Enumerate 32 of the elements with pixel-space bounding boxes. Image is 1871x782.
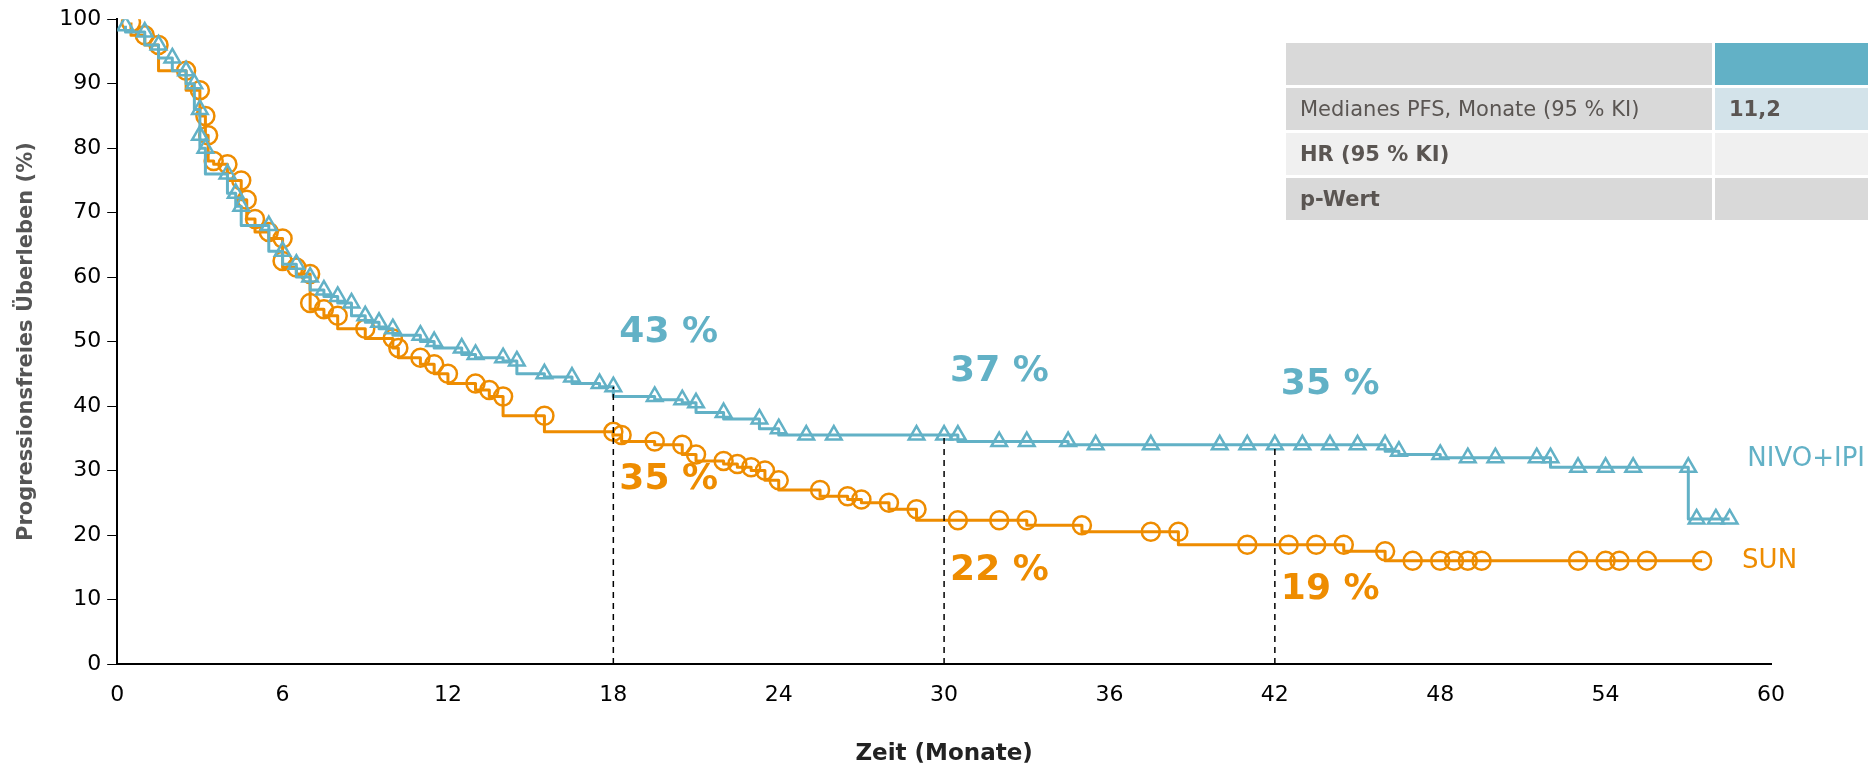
- y-tick-label: 60: [73, 262, 102, 288]
- x-tick-label: 60: [1757, 680, 1785, 706]
- x-tick-label: 12: [433, 680, 462, 706]
- y-tick-label: 20: [73, 520, 102, 546]
- x-tick-label: 48: [1426, 680, 1455, 706]
- annotation: 35 %: [619, 456, 719, 498]
- x-tick-label: 42: [1260, 680, 1289, 706]
- y-tick-label: 50: [73, 327, 102, 353]
- x-tick-label: 6: [275, 680, 290, 706]
- y-tick-label: 0: [87, 649, 102, 675]
- x-axis-title: Zeit (Monate): [855, 739, 1033, 766]
- x-tick-label: 24: [764, 680, 793, 706]
- annotation: 22 %: [950, 546, 1049, 588]
- series-label: NIVO+IPI: [1747, 441, 1866, 472]
- y-tick-label: 100: [59, 4, 102, 30]
- y-tick-label: 90: [73, 69, 102, 95]
- annotation: 37 %: [950, 347, 1049, 389]
- x-tick-label: 18: [599, 680, 628, 706]
- y-tick-label: 40: [73, 391, 102, 417]
- annotation: 35 %: [1280, 360, 1380, 402]
- series-label: SUN: [1742, 543, 1798, 574]
- y-tick-label: 70: [73, 198, 102, 224]
- annotation: 19 %: [1280, 565, 1380, 607]
- y-tick-label: 30: [73, 456, 102, 482]
- x-tick-label: 0: [110, 680, 125, 706]
- x-tick-label: 36: [1095, 680, 1124, 706]
- y-axis-title: Progressionsfreies Überleben (%): [12, 142, 38, 541]
- x-tick-label: 30: [930, 680, 959, 706]
- annotation: 43 %: [619, 309, 719, 351]
- y-tick-label: 80: [73, 133, 102, 159]
- x-tick-label: 54: [1591, 680, 1620, 706]
- y-tick-label: 10: [73, 585, 102, 611]
